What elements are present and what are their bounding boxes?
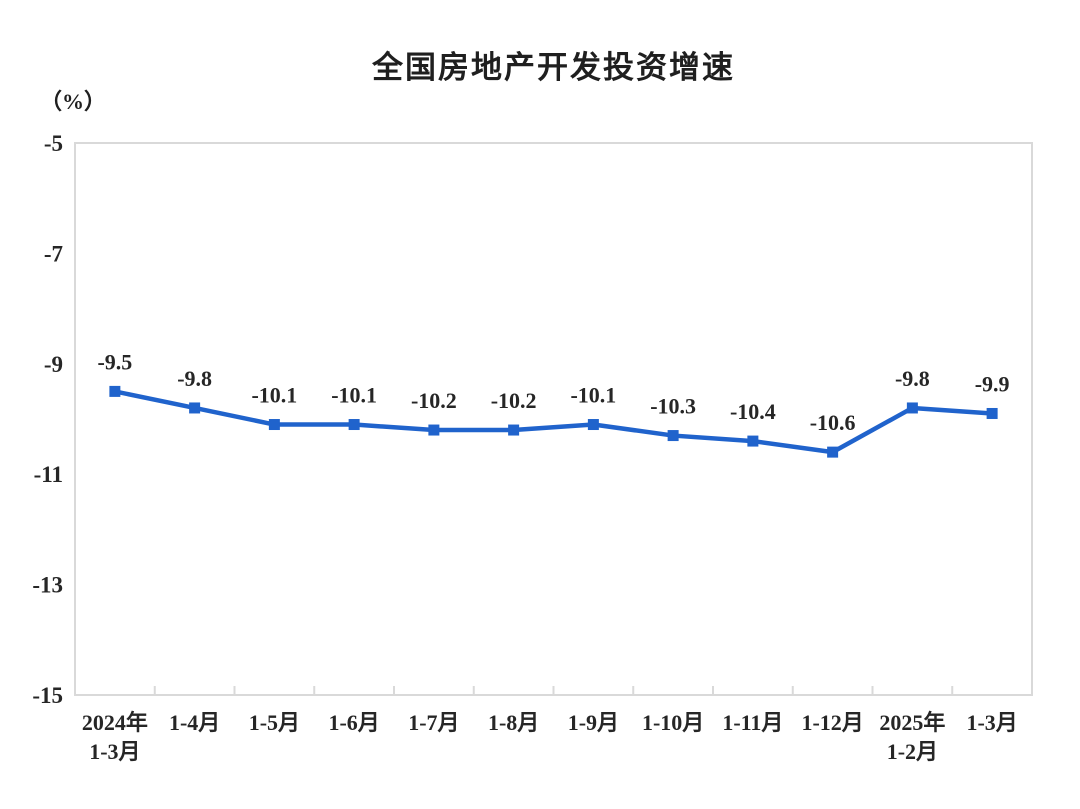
x-tick-label: 1-5月: [249, 710, 300, 735]
x-tick-label: 1-4月: [169, 710, 220, 735]
data-point-label: -10.1: [570, 383, 616, 408]
data-point-marker: [667, 430, 679, 442]
x-tick-label: 1-3月: [966, 710, 1017, 735]
x-tick-label: 1-7月: [408, 710, 459, 735]
data-point-label: -10.1: [331, 383, 377, 408]
y-tick-label: -15: [32, 683, 63, 708]
x-tick-label: 1-10月: [642, 710, 704, 735]
x-tick-label: 1-11月: [722, 710, 783, 735]
data-point-label: -9.9: [975, 371, 1010, 396]
data-point-marker: [827, 446, 839, 458]
data-line: [112, 389, 995, 455]
data-point-marker: [268, 419, 280, 431]
data-point-marker: [587, 419, 599, 431]
data-point-label: -9.8: [177, 366, 212, 391]
data-point-marker: [348, 419, 360, 431]
y-tick-label: -5: [44, 131, 63, 156]
data-point-marker: [189, 402, 201, 414]
data-point-marker: [508, 424, 520, 436]
x-tick-label: 2025年 1-2月: [879, 710, 945, 764]
x-tick-label: 2024年 1-3月: [82, 710, 148, 764]
data-point-marker: [428, 424, 440, 436]
data-point-marker: [986, 407, 998, 419]
x-tick-label: 1-9月: [568, 710, 619, 735]
y-tick-label: -11: [34, 462, 63, 487]
data-point-marker: [906, 402, 918, 414]
y-tick-label: -9: [44, 352, 63, 377]
y-axis-unit-label: （%）: [40, 89, 107, 114]
data-point-label: -10.1: [251, 383, 297, 408]
data-point-label: -9.5: [97, 349, 132, 374]
data-point-label: -9.8: [895, 366, 930, 391]
data-point-marker: [747, 435, 759, 447]
data-point-label: -10.3: [650, 394, 696, 419]
x-tick-label: 1-12月: [801, 710, 863, 735]
data-point-label: -10.2: [491, 388, 537, 413]
x-tick-label: 1-6月: [328, 710, 379, 735]
y-tick-label: -13: [32, 573, 63, 598]
x-tick-label: 1-8月: [488, 710, 539, 735]
y-tick-label: -7: [44, 241, 63, 266]
data-point-marker: [109, 385, 121, 397]
data-point-label: -10.6: [810, 410, 856, 435]
chart-title: 全国房地产开发投资增速: [372, 50, 735, 85]
data-point-label: -10.2: [411, 388, 457, 413]
data-point-label: -10.4: [730, 399, 776, 424]
